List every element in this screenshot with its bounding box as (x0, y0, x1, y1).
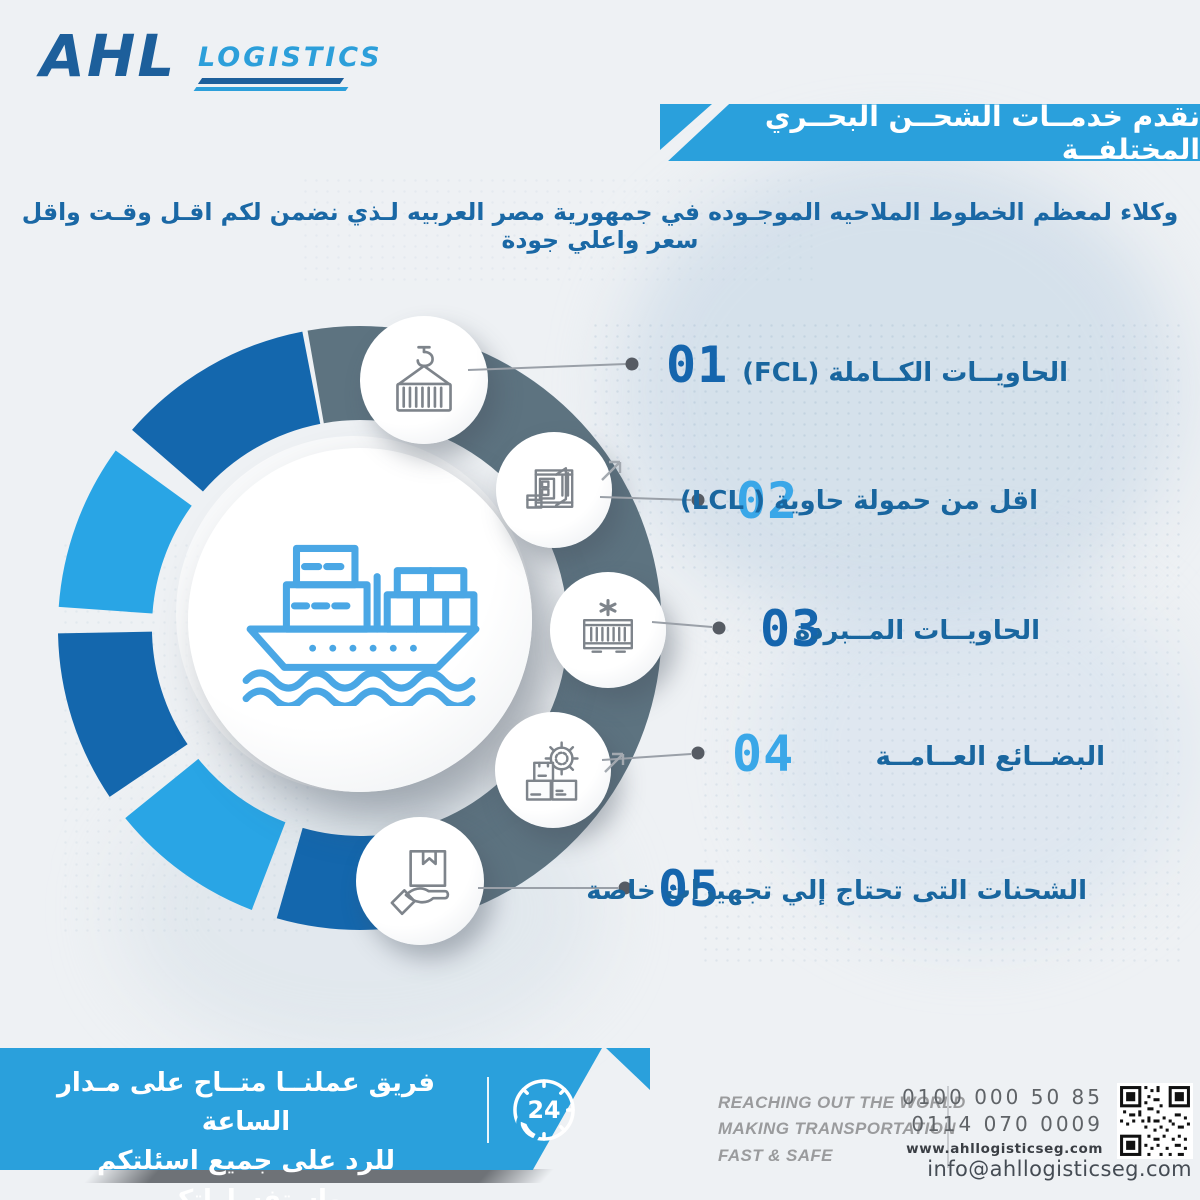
service-icon-circle (550, 572, 666, 688)
header-banner-text: نقدم خدمــات الشحــن البحــري المختلفــة (764, 99, 1200, 166)
cargo-ship-icon (242, 544, 480, 706)
company-tagline: REACHING OUT THE WORLD MAKING TRANSPORTA… (718, 1090, 966, 1169)
email-address: info@ahllogisticseg.com (927, 1157, 1192, 1181)
arrow-up-right-icon (601, 460, 625, 773)
service-number: 01 (666, 336, 729, 394)
website-url: www.ahllogisticseg.com (906, 1141, 1103, 1157)
center-circle (188, 448, 532, 792)
logo-logistics-text: LOGISTICS (198, 42, 383, 73)
gear-boxes-icon (525, 741, 579, 801)
phone-number-2: 0114 070 0009 (911, 1112, 1103, 1136)
service-number: 02 (736, 472, 799, 530)
phone-number-1: 0100 000 50 85 (901, 1085, 1103, 1109)
open-container-icon (526, 467, 574, 509)
service-label: البضــائع العــامــة (875, 742, 1105, 772)
footer-banner (0, 1048, 602, 1170)
qr-code (1117, 1083, 1193, 1159)
service-label: الحاويــات المــبردة (794, 616, 1040, 646)
hand-box-icon (390, 850, 450, 916)
tagline-line1: REACHING OUT THE WORLD (718, 1093, 966, 1112)
service-icon-circle (360, 316, 488, 444)
service-number: 03 (760, 600, 823, 658)
background-blob (620, 150, 1180, 630)
dot-texture (300, 175, 820, 285)
service-label: الحاويــات الكــاملة (FCL) (742, 358, 1068, 388)
header-subtitle: وكلاء لمعظم الخطوط الملاحيه الموجـوده في… (21, 198, 1179, 254)
footer-banner-text: فريق عملنــا متــاح على مـدار الساعة للر… (20, 1064, 472, 1200)
crane-container-icon (396, 345, 452, 412)
service-label: اقل من حمولة حاوية ( LCL) (679, 486, 1038, 516)
service-number: 05 (658, 860, 721, 918)
service-icon-circle (356, 817, 484, 945)
background-blob (760, 560, 1190, 940)
tagline-line2: MAKING TRANSPORTATION (718, 1119, 956, 1139)
footer-divider (947, 1086, 949, 1168)
footer-banner-line2: للرد على جميع اسئلتكم واستفساراتكـم (96, 1146, 396, 1200)
dot-texture (590, 320, 1180, 570)
tagline-line3: FAST & SAFE (718, 1145, 833, 1165)
service-icon-circle (495, 712, 611, 828)
service-number: 04 (732, 725, 795, 783)
dot-texture (700, 570, 1180, 970)
service-label: الشحنات التى تحتاج إلي تجهيزات خاصة (586, 876, 1087, 906)
logo-ahl-text: AHL (40, 22, 177, 90)
badge-24-text: 24 (527, 1096, 560, 1124)
footer-banner-line1: فريق عملنــا متــاح على مـدار الساعة (56, 1068, 436, 1137)
service-icon-circle (496, 432, 612, 548)
banner-separator (487, 1077, 489, 1143)
refrigerated-container-icon (583, 599, 633, 653)
24-hours-phone-icon: 24 (513, 1079, 575, 1144)
header-banner: نقدم خدمــات الشحــن البحــري المختلفــة (668, 104, 1200, 161)
